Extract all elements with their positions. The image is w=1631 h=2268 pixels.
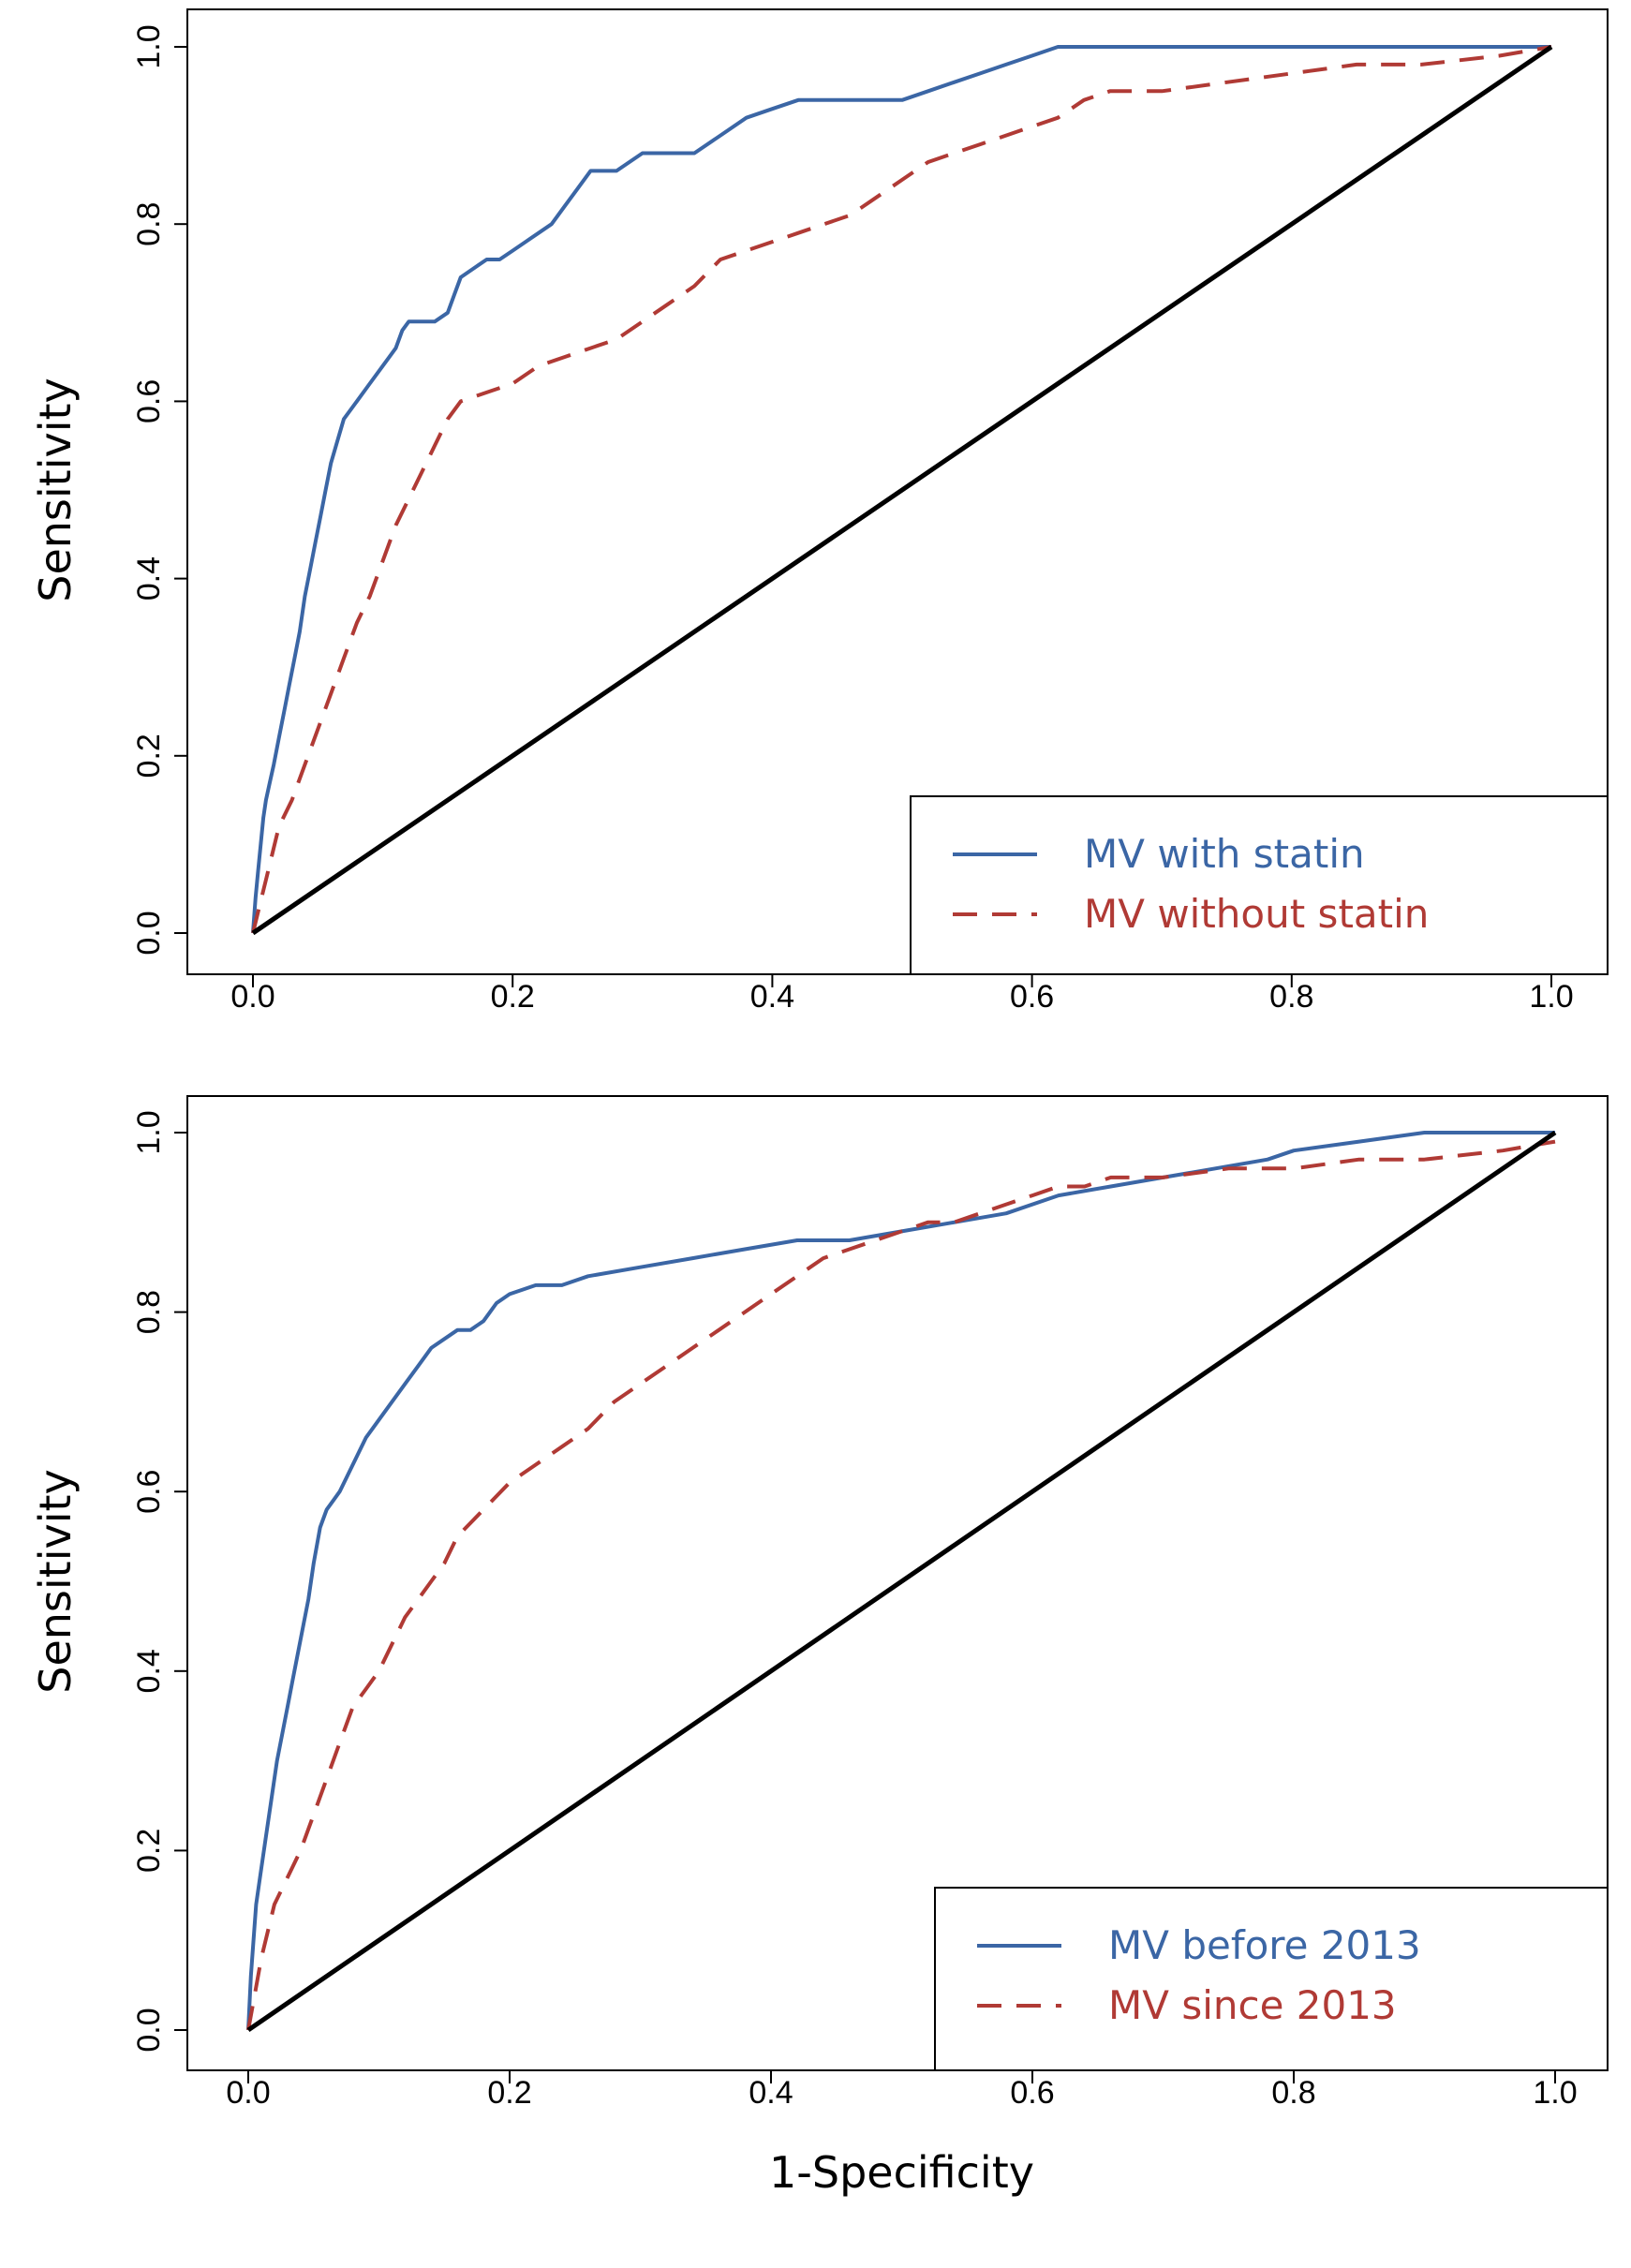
series-line-mv-before-2013 xyxy=(246,1131,1555,2031)
y-tick-label: 0.6 xyxy=(131,1470,167,1514)
diagonal-reference-line xyxy=(251,44,1553,936)
series-line-mv-without-statin xyxy=(251,45,1552,934)
y-tick-label: 1.0 xyxy=(131,24,167,68)
legend-box xyxy=(910,795,1609,975)
x-tick-label: 1.0 xyxy=(1529,979,1573,1015)
y-tick-label: 0.4 xyxy=(131,1649,167,1693)
y-axis-title: Sensitivity xyxy=(30,1469,81,1693)
x-tick-label: 0.2 xyxy=(487,2075,531,2111)
x-tick-label: 0.8 xyxy=(1271,2075,1315,2111)
series-line-mv-since-2013 xyxy=(246,1139,1556,2031)
x-tick-label: 0.4 xyxy=(750,979,794,1015)
legend-label: MV since 2013 xyxy=(1108,1982,1397,2028)
diagonal-reference-line xyxy=(246,1130,1557,2033)
y-tick-label: 0.2 xyxy=(131,1829,167,1873)
x-axis-title: 1-Specificity xyxy=(769,2147,1034,2198)
y-tick-label: 0.4 xyxy=(131,556,167,600)
y-tick-label: 1.0 xyxy=(131,1110,167,1154)
series-line-mv-with-statin xyxy=(251,45,1551,934)
y-tick-label: 0.2 xyxy=(131,734,167,778)
x-tick-label: 0.6 xyxy=(1010,2075,1054,2111)
x-tick-label: 0.4 xyxy=(749,2075,793,2111)
roc-panel-bottom: 0.0 0.2 0.4 0.6 0.8 1.0 0.0 0.2 0.4 0.6 0.8 1.0 Sens… xyxy=(30,1095,1609,2111)
legend-label: MV with statin xyxy=(1084,831,1365,877)
x-tick-label: 1.0 xyxy=(1533,2075,1577,2111)
x-tick-label: 0.6 xyxy=(1010,979,1054,1015)
x-tick-label: 0.0 xyxy=(230,979,274,1015)
y-tick-label: 0.8 xyxy=(131,202,167,246)
x-tick-label: 0.8 xyxy=(1269,979,1313,1015)
y-tick-label: 0.0 xyxy=(131,911,167,955)
legend-box xyxy=(934,1887,1609,2071)
y-tick-label: 0.8 xyxy=(131,1290,167,1334)
x-tick-label: 0.0 xyxy=(226,2075,270,2111)
roc-panel-top: 0.0 0.2 0.4 0.6 0.8 1.0 0.0 0.2 0.4 0.6 0.8 1.0 Sens… xyxy=(30,8,1609,1015)
legend-label: MV without statin xyxy=(1084,891,1429,937)
y-axis-title: Sensitivity xyxy=(30,378,81,601)
y-tick-label: 0.6 xyxy=(131,379,167,423)
legend: MV with statin MV without statin xyxy=(910,795,1609,975)
legend-label: MV before 2013 xyxy=(1108,1922,1421,1968)
x-tick-label: 0.2 xyxy=(491,979,535,1015)
legend: MV before 2013 MV since 2013 xyxy=(934,1887,1609,2071)
y-tick-label: 0.0 xyxy=(131,2008,167,2052)
